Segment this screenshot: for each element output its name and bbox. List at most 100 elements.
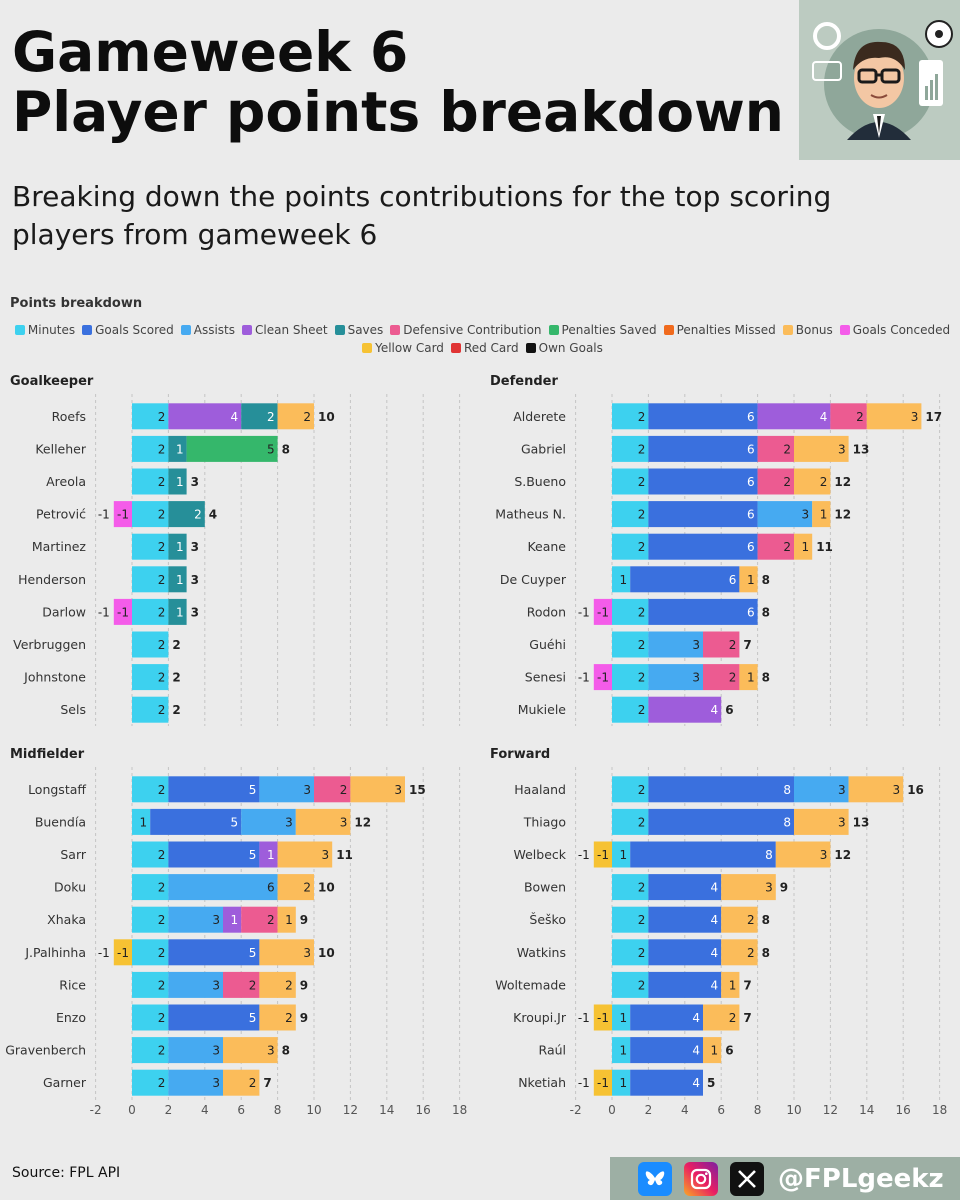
bar-segment-minutes[interactable] <box>132 906 169 933</box>
bar-segment-saves[interactable] <box>168 566 187 593</box>
bar-segment-saves[interactable] <box>168 468 187 495</box>
bar-segment-defensive-contribution[interactable] <box>703 664 740 691</box>
legend-item-saves[interactable]: Saves <box>334 322 383 338</box>
bar-segment-bonus[interactable] <box>794 533 813 560</box>
bar-segment-bonus[interactable] <box>259 971 296 998</box>
bar-segment-minutes[interactable] <box>132 696 169 723</box>
legend-item-defensive-contribution[interactable]: Defensive Contribution <box>390 322 542 338</box>
bar-segment-bonus[interactable] <box>259 1004 296 1031</box>
bar-segment-bonus[interactable] <box>223 1037 278 1064</box>
bar-segment-bonus[interactable] <box>277 403 314 430</box>
bar-segment-bonus[interactable] <box>721 971 740 998</box>
bar-segment-yellow-card[interactable] <box>593 1069 612 1096</box>
bar-segment-minutes[interactable] <box>612 631 649 658</box>
bar-segment-bonus[interactable] <box>703 1004 740 1031</box>
bar-segment-defensive-contribution[interactable] <box>241 906 278 933</box>
bar-segment-clean-sheet[interactable] <box>648 696 722 723</box>
bar-segment-assists[interactable] <box>168 906 223 933</box>
bar-segment-minutes[interactable] <box>612 1004 631 1031</box>
x-icon[interactable] <box>730 1161 764 1196</box>
bar-segment-goals-scored[interactable] <box>168 939 260 966</box>
bar-segment-minutes[interactable] <box>132 664 169 691</box>
bar-segment-minutes[interactable] <box>612 1037 631 1064</box>
bar-segment-minutes[interactable] <box>132 971 169 998</box>
bar-segment-saves[interactable] <box>241 403 278 430</box>
bar-segment-assists[interactable] <box>648 664 703 691</box>
bar-segment-goals-scored[interactable] <box>648 939 722 966</box>
bar-segment-goals-scored[interactable] <box>648 598 758 625</box>
bar-segment-yellow-card[interactable] <box>113 939 132 966</box>
bar-segment-minutes[interactable] <box>132 403 169 430</box>
bar-segment-assists[interactable] <box>757 501 813 528</box>
bar-segment-goals-scored[interactable] <box>150 808 242 835</box>
bar-segment-defensive-contribution[interactable] <box>703 631 740 658</box>
bluesky-icon[interactable] <box>638 1161 672 1196</box>
bar-segment-goals-scored[interactable] <box>648 501 758 528</box>
legend-item-minutes[interactable]: Minutes <box>14 322 75 338</box>
bar-segment-bonus[interactable] <box>721 939 758 966</box>
bar-segment-minutes[interactable] <box>612 971 649 998</box>
bar-segment-goals-scored[interactable] <box>648 468 758 495</box>
bar-segment-minutes[interactable] <box>132 566 169 593</box>
bar-segment-clean-sheet[interactable] <box>259 841 278 868</box>
bar-segment-minutes[interactable] <box>132 939 169 966</box>
bar-segment-bonus[interactable] <box>794 468 831 495</box>
bar-segment-minutes[interactable] <box>612 566 631 593</box>
legend-item-bonus[interactable]: Bonus <box>782 322 833 338</box>
bar-segment-minutes[interactable] <box>612 841 631 868</box>
legend-item-penalties-missed[interactable]: Penalties Missed <box>663 322 776 338</box>
bar-segment-assists[interactable] <box>168 1037 223 1064</box>
bar-segment-assists[interactable] <box>648 631 703 658</box>
bar-segment-minutes[interactable] <box>612 808 649 835</box>
bar-segment-assists[interactable] <box>168 971 223 998</box>
bar-segment-goals-scored[interactable] <box>630 1004 703 1031</box>
legend-item-goals-conceded[interactable]: Goals Conceded <box>839 322 950 338</box>
bar-segment-minutes[interactable] <box>132 468 169 495</box>
bar-segment-bonus[interactable] <box>277 906 296 933</box>
bar-segment-defensive-contribution[interactable] <box>757 533 794 560</box>
bar-segment-assists[interactable] <box>794 776 849 803</box>
bar-segment-goals-scored[interactable] <box>168 776 260 803</box>
bar-segment-minutes[interactable] <box>612 939 649 966</box>
bar-segment-bonus[interactable] <box>703 1037 722 1064</box>
bar-segment-bonus[interactable] <box>721 906 758 933</box>
bar-segment-minutes[interactable] <box>132 1004 169 1031</box>
bar-segment-minutes[interactable] <box>132 598 169 625</box>
bar-segment-defensive-contribution[interactable] <box>223 971 260 998</box>
bar-segment-minutes[interactable] <box>612 874 649 901</box>
bar-segment-bonus[interactable] <box>812 501 831 528</box>
bar-segment-minutes[interactable] <box>612 501 649 528</box>
bar-segment-saves[interactable] <box>168 435 187 462</box>
bar-segment-clean-sheet[interactable] <box>223 906 242 933</box>
bar-segment-goals-scored[interactable] <box>648 874 722 901</box>
bar-segment-goals-scored[interactable] <box>630 1037 703 1064</box>
bar-segment-minutes[interactable] <box>612 468 649 495</box>
legend-item-yellow-card[interactable]: Yellow Card <box>362 340 444 356</box>
bar-segment-minutes[interactable] <box>612 533 649 560</box>
bar-segment-minutes[interactable] <box>132 776 169 803</box>
legend-item-assists[interactable]: Assists <box>180 322 235 338</box>
bar-segment-minutes[interactable] <box>612 906 649 933</box>
bar-segment-bonus[interactable] <box>350 776 405 803</box>
bar-segment-minutes[interactable] <box>612 1069 631 1096</box>
bar-segment-yellow-card[interactable] <box>593 841 612 868</box>
bar-segment-goals-scored[interactable] <box>168 841 260 868</box>
bar-segment-defensive-contribution[interactable] <box>830 403 867 430</box>
bar-segment-goals-scored[interactable] <box>630 566 740 593</box>
legend-item-clean-sheet[interactable]: Clean Sheet <box>242 322 328 338</box>
bar-segment-bonus[interactable] <box>739 566 758 593</box>
bar-segment-minutes[interactable] <box>612 435 649 462</box>
bar-segment-defensive-contribution[interactable] <box>757 468 794 495</box>
bar-segment-bonus[interactable] <box>848 776 904 803</box>
bar-segment-minutes[interactable] <box>612 664 649 691</box>
bar-segment-goals-scored[interactable] <box>630 841 776 868</box>
bar-segment-bonus[interactable] <box>223 1069 260 1096</box>
bar-segment-saves[interactable] <box>168 533 187 560</box>
bar-segment-goals-scored[interactable] <box>648 403 758 430</box>
bar-segment-minutes[interactable] <box>132 501 169 528</box>
instagram-icon[interactable] <box>684 1161 718 1196</box>
bar-segment-goals-scored[interactable] <box>630 1069 703 1096</box>
bar-segment-bonus[interactable] <box>277 841 333 868</box>
bar-segment-goals-conceded[interactable] <box>113 501 132 528</box>
bar-segment-clean-sheet[interactable] <box>757 403 831 430</box>
